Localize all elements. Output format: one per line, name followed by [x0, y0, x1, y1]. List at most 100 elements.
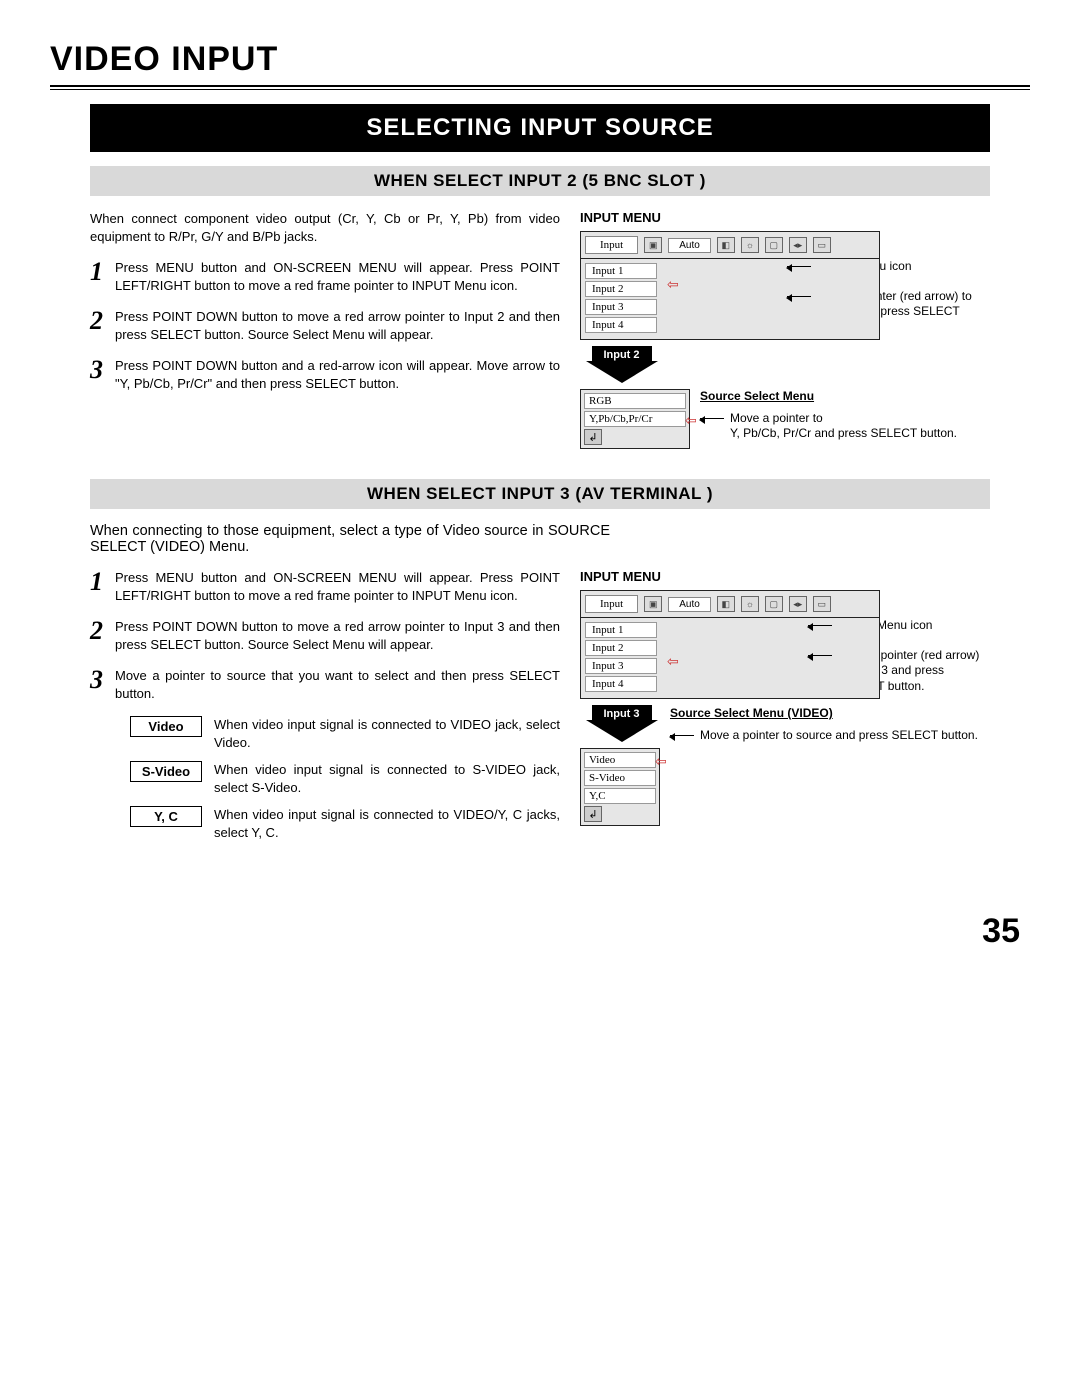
step-a3: 3 Press POINT DOWN button and a red-arro…: [90, 357, 560, 392]
auto-button: Auto: [668, 238, 711, 253]
toolbar-icon: ▢: [765, 596, 783, 612]
toolbar-icon: ◂▸: [789, 596, 807, 612]
source-menu-heading: Source Select Menu: [700, 389, 957, 405]
annot-arrow-icon: [670, 735, 694, 736]
source-item: S-Video: [584, 770, 656, 786]
subheading-b: WHEN SELECT INPUT 3 (AV TERMINAL ): [90, 479, 990, 509]
annot-arrow-icon: [787, 296, 811, 297]
toolbar-icon: ◧: [717, 237, 735, 253]
menu-icon: ▣: [644, 237, 662, 253]
input-menu-box: Input ▣ Auto ◧ ☼ ▢ ◂▸ ▭ Input 1 Input 2 …: [580, 590, 880, 699]
arrow-label: Input 2: [592, 346, 652, 362]
page-title: VIDEO INPUT: [50, 40, 1030, 79]
toolbar-icon: ☼: [741, 237, 759, 253]
return-icon: ↲: [584, 806, 602, 822]
section-a-right: INPUT MENU Input ▣ Auto ◧ ☼ ▢ ◂▸ ▭ In: [580, 210, 990, 449]
source-select-menu: RGB Y,Pb/Cb,Pr/Cr ↲ ⇦: [580, 389, 690, 449]
subheading-a: WHEN SELECT INPUT 2 (5 BNC SLOT ): [90, 166, 990, 196]
menu-item: Input 3: [585, 299, 657, 315]
intro-b: When connecting to those equipment, sele…: [90, 523, 610, 555]
step-num: 3: [90, 357, 103, 383]
source-select-menu: Video S-Video Y,C ↲ ⇦: [580, 748, 660, 826]
auto-button: Auto: [668, 597, 711, 612]
intro-a: When connect component video output (Cr,…: [90, 210, 560, 245]
down-arrow: Input 3: [584, 705, 659, 742]
step-num: 2: [90, 618, 103, 644]
step-text: Press POINT DOWN button to move a red ar…: [115, 308, 560, 343]
section-b-left: 1 Press MENU button and ON-SCREEN MENU w…: [90, 569, 560, 852]
input-menu-box: Input ▣ Auto ◧ ☼ ▢ ◂▸ ▭ Input 1 Input 2 …: [580, 231, 880, 340]
annot-arrow-icon: [808, 655, 832, 656]
step-num: 3: [90, 667, 103, 693]
menu-item: Input 3: [585, 658, 657, 674]
section-a-left: When connect component video output (Cr,…: [90, 210, 560, 449]
source-item: RGB: [584, 393, 686, 409]
step-b1: 1 Press MENU button and ON-SCREEN MENU w…: [90, 569, 560, 604]
page-number: 35: [50, 912, 1030, 951]
toolbar-icon: ▢: [765, 237, 783, 253]
source-item: Video: [584, 752, 656, 768]
step-text: Press MENU button and ON-SCREEN MENU wil…: [115, 259, 560, 294]
annot-text: Move a pointer to Y, Pb/Cb, Pr/Cr and pr…: [730, 411, 957, 442]
section-b-row: 1 Press MENU button and ON-SCREEN MENU w…: [90, 569, 990, 852]
section-b-right: INPUT MENU Input ▣ Auto ◧ ☼ ▢ ◂▸ ▭ In: [580, 569, 990, 852]
red-pointer-icon: ⇦: [685, 412, 697, 429]
step-b2: 2 Press POINT DOWN button to move a red …: [90, 618, 560, 653]
menu-icon: ▣: [644, 596, 662, 612]
source-item: Y,C: [584, 788, 656, 804]
step-text: Move a pointer to source that you want t…: [115, 667, 560, 702]
arrow-label: Input 3: [592, 705, 652, 721]
menu-item: Input 1: [585, 263, 657, 279]
annot-arrow-icon: [787, 266, 811, 267]
step-text: Press POINT DOWN button and a red-arrow …: [115, 357, 560, 392]
step-b3: 3 Move a pointer to source that you want…: [90, 667, 560, 702]
source-item: Y,Pb/Cb,Pr/Cr: [584, 411, 686, 427]
def-label: Y, C: [130, 806, 202, 827]
input-menu-label: INPUT MENU: [580, 569, 990, 584]
def-text: When video input signal is connected to …: [214, 761, 560, 796]
rule-thick: [50, 85, 1030, 87]
menu-item: Input 4: [585, 317, 657, 333]
annot-text: Move a pointer to source and press SELEC…: [700, 728, 978, 744]
red-pointer-icon: ⇦: [667, 653, 679, 670]
menu-list: Input 1 Input 2 Input 3 Input 4: [581, 618, 661, 698]
step-num: 2: [90, 308, 103, 334]
menu-tab: Input: [585, 595, 638, 613]
def-text: When video input signal is connected to …: [214, 806, 560, 841]
return-icon: ↲: [584, 429, 602, 445]
step-a2: 2 Press POINT DOWN button to move a red …: [90, 308, 560, 343]
red-pointer-icon: ⇦: [655, 753, 667, 770]
menu-item: Input 4: [585, 676, 657, 692]
menu-list: Input 1 Input 2 Input 3 Input 4: [581, 259, 661, 339]
source-menu-heading: Source Select Menu (VIDEO): [670, 706, 978, 722]
input-menu-label: INPUT MENU: [580, 210, 990, 225]
toolbar-icon: ☼: [741, 596, 759, 612]
menu-item: Input 2: [585, 281, 657, 297]
def-label: Video: [130, 716, 202, 737]
def-svideo: S-Video When video input signal is conne…: [130, 761, 560, 796]
down-arrow: Input 2: [584, 346, 659, 383]
def-label: S-Video: [130, 761, 202, 782]
annot-arrow-icon: [700, 418, 724, 419]
menu-top: Input ▣ Auto ◧ ☼ ▢ ◂▸ ▭: [581, 232, 879, 259]
step-text: Press POINT DOWN button to move a red ar…: [115, 618, 560, 653]
def-video: Video When video input signal is connect…: [130, 716, 560, 751]
menu-item: Input 1: [585, 622, 657, 638]
step-num: 1: [90, 259, 103, 285]
toolbar-icon: ▭: [813, 596, 831, 612]
toolbar-icon: ◧: [717, 596, 735, 612]
toolbar-icon: ▭: [813, 237, 831, 253]
section-banner: SELECTING INPUT SOURCE: [90, 104, 990, 152]
section-a-row: When connect component video output (Cr,…: [90, 210, 990, 449]
toolbar-icon: ◂▸: [789, 237, 807, 253]
step-num: 1: [90, 569, 103, 595]
red-pointer-icon: ⇦: [667, 276, 679, 293]
step-a1: 1 Press MENU button and ON-SCREEN MENU w…: [90, 259, 560, 294]
step-text: Press MENU button and ON-SCREEN MENU wil…: [115, 569, 560, 604]
def-text: When video input signal is connected to …: [214, 716, 560, 751]
menu-item: Input 2: [585, 640, 657, 656]
menu-tab: Input: [585, 236, 638, 254]
menu-top: Input ▣ Auto ◧ ☼ ▢ ◂▸ ▭: [581, 591, 879, 618]
def-yc: Y, C When video input signal is connecte…: [130, 806, 560, 841]
rule-thin: [50, 89, 1030, 90]
